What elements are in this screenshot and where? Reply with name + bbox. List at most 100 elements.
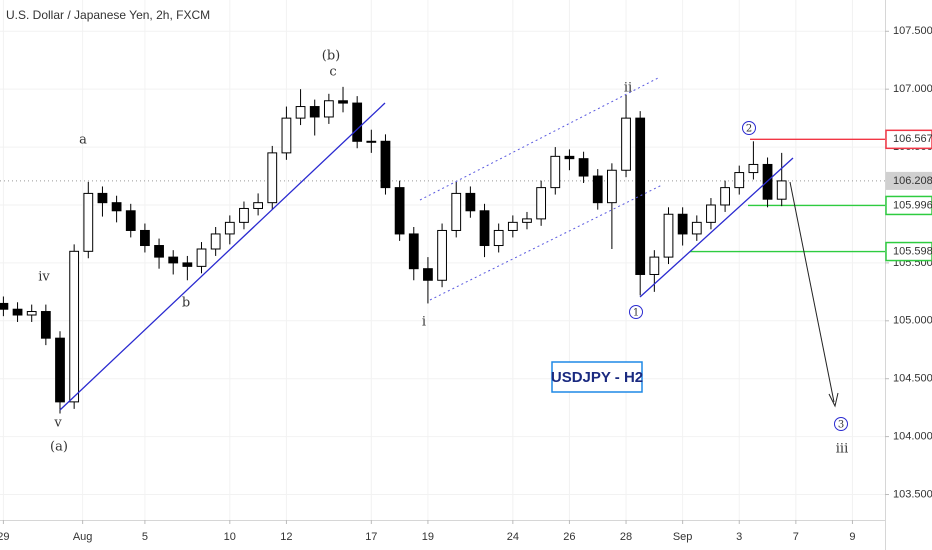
wave-label: ii bbox=[624, 81, 632, 96]
candle-body bbox=[507, 221, 518, 231]
candle-body bbox=[578, 158, 589, 177]
wave-label: 1 bbox=[633, 308, 639, 319]
candle-body bbox=[734, 172, 745, 189]
x-tick-label: 9 bbox=[849, 531, 855, 543]
candle-body bbox=[592, 175, 603, 204]
candle-body bbox=[281, 117, 292, 154]
level-label: 105.598 bbox=[893, 245, 932, 257]
candle-body bbox=[267, 152, 278, 204]
candle-body bbox=[182, 262, 193, 267]
y-tick-label: 107.000 bbox=[893, 83, 932, 95]
x-tick-label: Sep bbox=[673, 531, 693, 543]
y-tick-label: 104.500 bbox=[893, 373, 932, 385]
candle-body bbox=[83, 192, 94, 252]
wave-label: c bbox=[329, 65, 336, 80]
candle-body bbox=[111, 202, 122, 212]
forecast-arrow bbox=[789, 181, 835, 403]
candle-body bbox=[380, 140, 391, 189]
candle-body bbox=[663, 213, 674, 258]
candle-body bbox=[550, 155, 561, 189]
x-tick-label: 12 bbox=[280, 531, 292, 543]
wave-label: 2 bbox=[746, 124, 752, 135]
wave-label: iv bbox=[38, 270, 50, 285]
y-tick-label: 105.000 bbox=[893, 315, 932, 327]
wave-label: (b) bbox=[322, 49, 340, 64]
candle-body bbox=[40, 311, 51, 339]
candle-body bbox=[12, 308, 23, 316]
candle-body bbox=[649, 256, 660, 275]
candle-body bbox=[621, 117, 631, 171]
candle-body bbox=[408, 233, 419, 270]
candle-body bbox=[69, 250, 80, 403]
y-tick-label: 103.500 bbox=[893, 488, 932, 500]
candle-body bbox=[154, 245, 164, 258]
x-tick-label: 3 bbox=[736, 531, 742, 543]
trend-line bbox=[59, 102, 386, 411]
candle-body bbox=[196, 248, 207, 267]
candle-body bbox=[635, 117, 646, 275]
candle-body bbox=[677, 213, 688, 235]
wave-circle bbox=[742, 121, 756, 135]
x-tick-label: 24 bbox=[507, 531, 519, 543]
candle-body bbox=[323, 100, 334, 118]
candle-body bbox=[437, 229, 447, 281]
trend-line bbox=[639, 157, 794, 298]
x-tick-label: 28 bbox=[620, 531, 632, 543]
last-price-box bbox=[886, 171, 932, 190]
x-tick-label: 5 bbox=[142, 531, 148, 543]
wave-circle bbox=[629, 305, 643, 319]
level-box bbox=[885, 241, 932, 262]
axis-labels: 103.500104.000104.500105.000105.500106.0… bbox=[0, 25, 932, 543]
candle-body bbox=[97, 192, 108, 204]
candle-body bbox=[479, 210, 490, 247]
label-box bbox=[551, 361, 643, 393]
wave-label: a bbox=[79, 133, 87, 148]
x-tick-label: 17 bbox=[365, 531, 377, 543]
y-tick-label: 104.000 bbox=[893, 431, 932, 443]
grid-layer bbox=[0, 0, 885, 520]
level-lines bbox=[0, 138, 885, 253]
candle-body bbox=[253, 202, 263, 209]
drawings bbox=[59, 76, 848, 431]
x-tick-label: 7 bbox=[793, 531, 799, 543]
level-label: 106.567 bbox=[893, 133, 932, 145]
wave-label: b bbox=[182, 296, 190, 311]
chart-title: U.S. Dollar / Japanese Yen, 2h, FXCM bbox=[6, 8, 210, 22]
level-box bbox=[885, 195, 932, 216]
candle-body bbox=[309, 106, 320, 118]
candle-body bbox=[423, 268, 433, 281]
candle-body bbox=[451, 192, 462, 231]
candle-body bbox=[125, 210, 136, 231]
candle-body bbox=[338, 100, 348, 104]
candle-body bbox=[55, 337, 65, 403]
candle-body bbox=[210, 233, 221, 250]
x-tick-label: 19 bbox=[422, 531, 434, 543]
wave-label: (a) bbox=[50, 440, 68, 455]
candle-body bbox=[366, 140, 377, 143]
candle-body bbox=[295, 106, 306, 119]
x-tick-label: 10 bbox=[224, 531, 236, 543]
candle-body bbox=[748, 163, 759, 174]
wave-circle bbox=[834, 417, 848, 431]
x-tick-label: Aug bbox=[73, 531, 93, 543]
candle-body bbox=[691, 221, 702, 235]
candle-body bbox=[26, 311, 37, 316]
arrow-head bbox=[828, 392, 839, 408]
candle-body bbox=[168, 256, 179, 264]
wave-label: 3 bbox=[838, 420, 844, 431]
candle-body bbox=[465, 192, 476, 212]
candle-body bbox=[720, 187, 730, 206]
channel-line bbox=[429, 184, 663, 301]
candle-body bbox=[493, 229, 504, 247]
level-box bbox=[885, 129, 932, 150]
wave-label: i bbox=[422, 315, 426, 330]
candle-body bbox=[607, 169, 617, 204]
last-price-label: 106.208 bbox=[893, 175, 932, 187]
candle-body bbox=[352, 102, 363, 142]
x-tick-label: 29 bbox=[0, 531, 10, 543]
candle-body bbox=[536, 187, 547, 220]
candle-body bbox=[776, 180, 787, 200]
candle-body bbox=[706, 204, 716, 223]
